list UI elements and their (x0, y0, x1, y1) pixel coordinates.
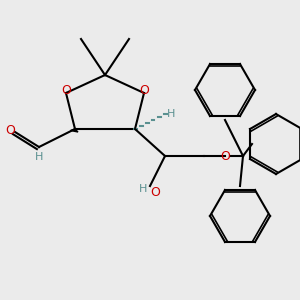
Polygon shape (70, 129, 78, 132)
Text: O: O (139, 83, 149, 97)
Text: H: H (139, 184, 147, 194)
Text: O: O (150, 185, 160, 199)
Text: O: O (61, 83, 71, 97)
Text: O: O (6, 124, 15, 137)
Text: O: O (220, 149, 230, 163)
Text: H: H (167, 109, 175, 119)
Text: H: H (35, 152, 43, 163)
